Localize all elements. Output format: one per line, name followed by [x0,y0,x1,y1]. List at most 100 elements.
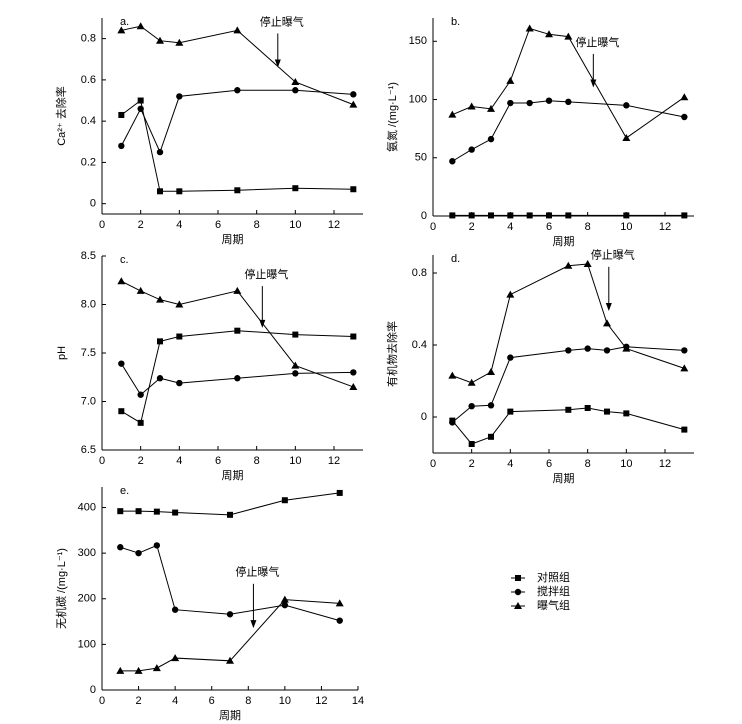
marker-square [135,508,142,515]
marker-triangle [136,22,145,30]
marker-circle [234,87,241,94]
y-tick-label: 100 [409,93,427,105]
x-tick-label: 12 [659,221,671,233]
marker-triangle [467,378,476,386]
series-line [452,100,685,162]
marker-triangle [487,368,495,375]
y-tick-label: 200 [78,593,96,605]
series-line [452,27,685,139]
y-tick-label: 0 [90,198,96,210]
marker-circle [176,379,183,387]
arrow-head [250,620,257,629]
marker-square [488,433,494,440]
marker-square [176,188,183,195]
x-tick-label: 2 [138,219,144,231]
series-line [121,280,354,388]
marker-circle [281,601,289,609]
marker-circle [350,91,357,98]
marker-triangle [564,261,573,269]
marker-triangle [280,595,289,603]
x-tick-label: 0 [430,221,436,233]
marker-triangle [506,76,515,84]
marker-square [172,509,179,516]
marker-circle [623,102,630,109]
marker-triangle [545,30,553,38]
arrow-head [605,303,612,311]
marker-triangle [226,656,234,664]
y-tick-label: 100 [78,638,96,650]
marker-triangle [152,664,161,672]
y-tick-label: 0.2 [81,156,96,168]
marker-square [350,333,357,340]
marker-circle [153,542,161,549]
marker-square [623,212,630,219]
x-tick-label: 4 [507,221,513,233]
marker-square [292,331,299,338]
x-tick-label: 6 [546,458,552,470]
y-axis-label: 无机碳 /(mg·L⁻¹) [54,548,68,629]
y-tick-label: 8.5 [81,250,96,262]
series-line [120,89,354,154]
panel-label: a. [120,16,129,28]
x-tick-label: 4 [172,695,178,707]
marker-square [350,186,357,193]
marker-square [157,338,163,345]
marker-circle [156,375,164,382]
x-tick-label: 0 [99,219,105,231]
marker-triangle [233,286,242,294]
x-tick-label: 6 [215,219,221,231]
marker-triangle [680,93,689,101]
panel-label: c. [120,254,129,266]
marker-triangle [564,32,573,40]
x-tick-label: 2 [138,455,144,467]
annotation: 停止曝气 [591,248,635,262]
x-tick-label: 12 [328,455,340,467]
marker-triangle [171,654,180,662]
marker-circle [234,375,241,382]
marker-square [526,212,533,219]
marker-square [176,333,183,340]
marker-circle [292,87,299,94]
y-tick-label: 0.8 [81,33,96,45]
marker-triangle [291,361,300,369]
marker-circle [292,370,299,377]
marker-triangle [680,364,689,372]
marker-circle [681,113,688,121]
marker-circle [135,549,142,557]
marker-triangle [156,36,164,44]
marker-square [507,408,514,415]
y-tick-label: 0 [421,411,427,423]
x-tick-label: 10 [620,458,632,470]
y-tick-label: 8.0 [81,298,96,310]
marker-triangle [349,100,358,108]
marker-square [488,212,494,219]
annotation: 停止曝气 [575,35,619,49]
marker-circle [137,391,144,398]
legend-label: 搅拌组 [537,584,570,598]
marker-triangle [448,110,457,118]
marker-triangle [487,104,495,112]
x-tick-label: 4 [176,455,182,467]
marker-triangle [506,290,515,298]
marker-circle [545,97,553,104]
marker-square [292,185,299,192]
x-tick-label: 2 [136,695,142,707]
y-tick-label: 300 [78,547,96,559]
y-axis-label: pH [56,346,68,360]
marker-circle [137,105,144,112]
marker-circle [584,345,591,352]
x-tick-label: 6 [209,695,215,707]
y-tick-label: 0 [421,210,427,222]
y-tick-label: 6.5 [81,444,96,456]
x-tick-label: 8 [254,219,260,231]
y-tick-label: 400 [78,501,96,513]
y-axis-label: 有机物去除率 [385,321,399,387]
marker-circle [156,148,164,156]
panel-label: d. [451,253,460,265]
marker-square [281,497,288,504]
marker-square [565,212,572,219]
marker-triangle [467,102,476,110]
y-tick-label: 0.4 [81,115,96,127]
marker-triangle [117,26,126,34]
